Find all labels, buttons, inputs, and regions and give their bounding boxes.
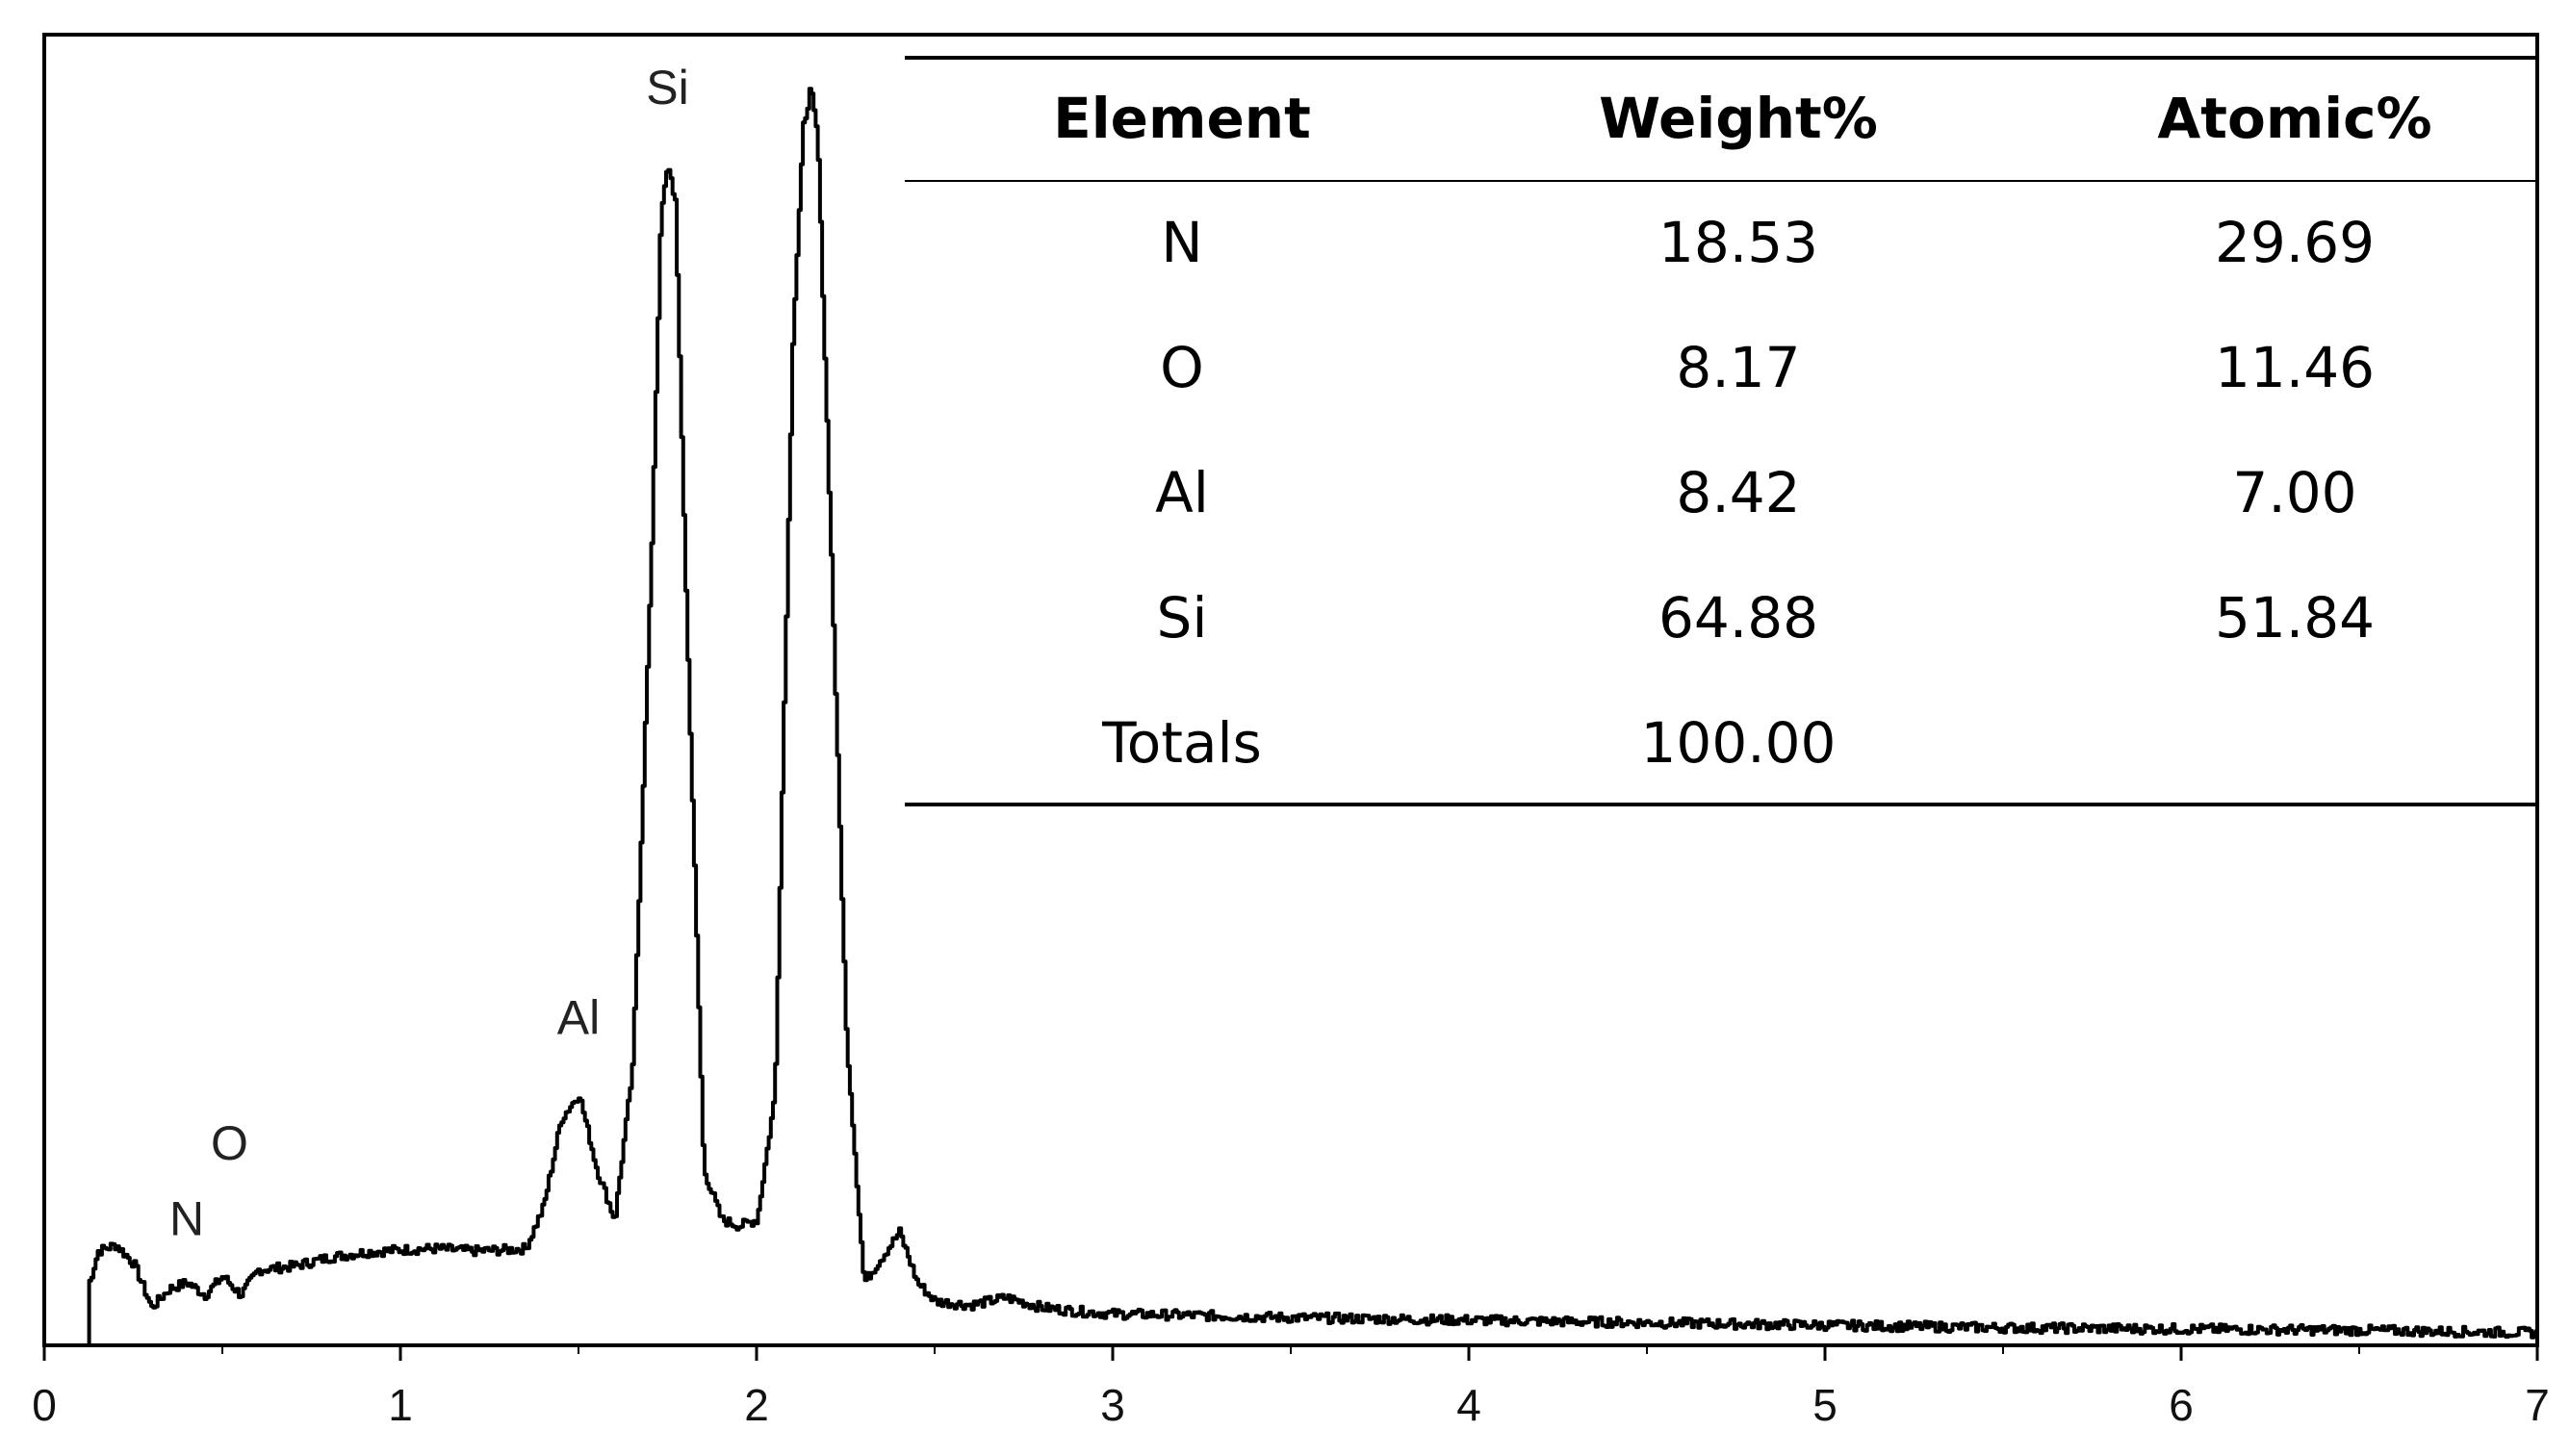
x-tick-label: 6: [2169, 1380, 2194, 1430]
table-cell: 29.69: [2215, 210, 2375, 275]
table-cell: O: [1160, 335, 1204, 400]
spectrum-line: [87, 87, 2538, 1347]
table-cell: 8.42: [1676, 460, 1800, 525]
x-tick-label: 4: [1456, 1380, 1481, 1430]
x-tick-label: 7: [2525, 1380, 2550, 1430]
table-header-element: Element: [1053, 86, 1311, 151]
table-cell: Si: [1157, 585, 1208, 651]
table-cell: 7.00: [2232, 460, 2356, 525]
peak-labels: NO Al Si: [169, 61, 689, 1245]
table-cell: 51.84: [2215, 585, 2375, 651]
x-tick-label: 0: [32, 1380, 57, 1430]
peak-label-o: O: [211, 1116, 248, 1170]
peak-label-n: N: [169, 1192, 204, 1246]
x-tick-label: 5: [1812, 1380, 1838, 1430]
x-axis: 0 1 2 3 4 5 6 7: [32, 1345, 2550, 1430]
x-tick-label: 1: [388, 1380, 413, 1430]
table-cell: Totals: [1101, 710, 1262, 776]
results-table: Element Weight% Atomic% N 18.53 29.69 O 8.17 11.…: [905, 56, 2537, 806]
table-cell: 8.17: [1676, 335, 1800, 400]
table-cell: Al: [1155, 460, 1209, 525]
peak-label-al: Al: [557, 991, 600, 1045]
plot-frame: [42, 33, 2539, 1347]
peak-label-si: Si: [646, 61, 688, 115]
table-cell: 11.46: [2215, 335, 2375, 400]
table-header-weight-pct: Weight%: [1599, 86, 1878, 151]
table-cell: 100.00: [1641, 710, 1837, 776]
x-tick-label: 3: [1100, 1380, 1125, 1430]
table-cell: 64.88: [1658, 585, 1818, 651]
table-cell: N: [1161, 210, 1202, 275]
table-cell: 18.53: [1658, 210, 1818, 275]
x-tick-label: 2: [744, 1380, 769, 1430]
table-header-atomic-pct: Atomic%: [2157, 86, 2431, 151]
